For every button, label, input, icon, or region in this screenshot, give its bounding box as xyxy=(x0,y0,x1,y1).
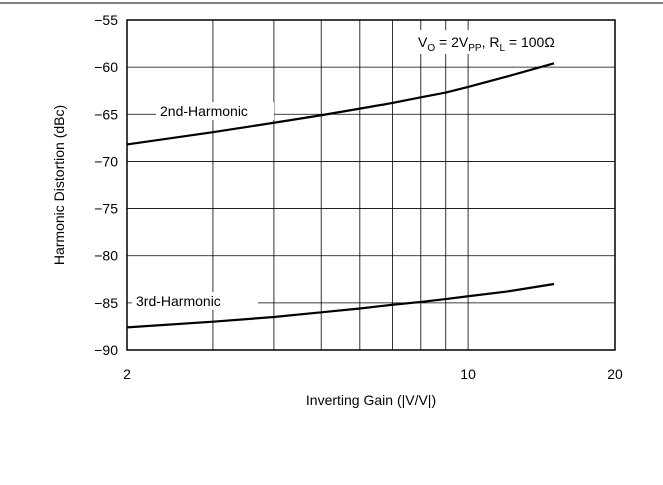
annot-eq1: = 2V xyxy=(435,34,469,50)
y-axis-title: Harmonic Distortion (dBc) xyxy=(51,105,67,265)
tick-layer: −55 −60 −65 −70 −75 −80 −85 −90 2 10 20 xyxy=(94,12,623,382)
series-label-bg xyxy=(132,292,258,310)
annot-r: , R xyxy=(482,34,500,50)
y-tick-label: −55 xyxy=(94,12,118,28)
series-label-layer: 2nd-Harmonic 3rd-Harmonic xyxy=(132,102,274,310)
series-label: 2nd-Harmonic xyxy=(160,103,248,119)
y-tick-label: −60 xyxy=(94,59,118,75)
y-tick-label: −80 xyxy=(94,248,118,264)
annot-eq2: = 100Ω xyxy=(505,34,555,50)
conditions-annotation-bg xyxy=(410,30,606,54)
series-line xyxy=(126,282,555,329)
x-tick-label: 10 xyxy=(460,366,476,382)
series-label: 3rd-Harmonic xyxy=(136,293,221,309)
annot-l-sub: L xyxy=(499,43,505,54)
plot-frame xyxy=(126,19,616,351)
x-axis-title: Inverting Gain (|V/V|) xyxy=(306,392,436,408)
y-tick-label: −65 xyxy=(94,106,118,122)
y-tick-label: −70 xyxy=(94,153,118,169)
x-tick-label: 2 xyxy=(123,366,131,382)
annot-v-sub: O xyxy=(427,43,435,54)
series-line xyxy=(126,62,555,146)
x-tick-label: 20 xyxy=(607,366,623,382)
series-label-bg xyxy=(156,102,274,120)
annot-v: V xyxy=(418,34,428,50)
svg-text:VO = 2VPP, RL = 100Ω: VO = 2VPP, RL = 100Ω xyxy=(418,34,555,54)
series-layer xyxy=(126,62,555,329)
grid-layer xyxy=(127,19,615,351)
y-tick-label: −75 xyxy=(94,201,118,217)
y-tick-label: −85 xyxy=(94,295,118,311)
y-tick-label: −90 xyxy=(94,342,118,358)
annot-pp-sub: PP xyxy=(468,43,482,54)
conditions-annotation: VO = 2VPP, RL = 100Ω xyxy=(410,30,606,54)
